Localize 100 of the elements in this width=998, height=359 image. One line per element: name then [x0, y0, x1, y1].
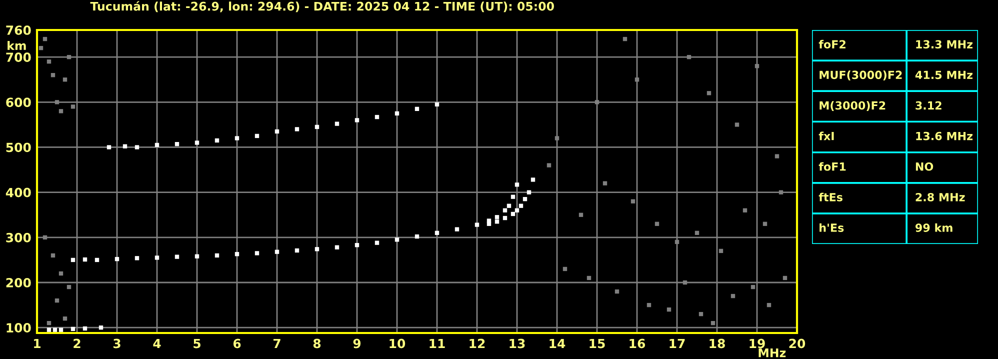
point	[754, 64, 760, 68]
point	[762, 222, 768, 226]
text: 2.8 MHz	[916, 192, 965, 202]
point	[522, 197, 528, 202]
point	[274, 250, 280, 254]
point	[602, 181, 608, 186]
point	[58, 109, 64, 114]
point	[506, 204, 512, 208]
point	[502, 216, 508, 220]
x-tick-label: 9	[353, 338, 361, 348]
point	[114, 256, 120, 262]
point	[454, 227, 460, 232]
point	[334, 122, 340, 126]
point	[70, 258, 76, 262]
point	[154, 256, 160, 260]
point	[254, 134, 260, 138]
x-tick-label: 7	[273, 338, 280, 348]
point	[38, 46, 44, 50]
point	[294, 248, 300, 253]
text: h'Es	[820, 223, 844, 232]
x-tick-label: 17	[670, 338, 685, 348]
text: 99 km	[915, 223, 952, 232]
text: M(3000)F2	[820, 101, 886, 111]
point	[546, 163, 552, 168]
point	[686, 54, 692, 60]
point	[214, 253, 220, 258]
point	[594, 100, 600, 104]
point	[314, 124, 320, 130]
y-tick-label: 700	[6, 52, 31, 62]
point	[586, 276, 592, 280]
point	[62, 78, 68, 82]
point	[554, 136, 560, 140]
point	[494, 220, 500, 224]
point	[50, 253, 56, 258]
x-axis-title: MHz	[758, 348, 786, 358]
point	[374, 240, 380, 245]
point	[194, 140, 200, 145]
point	[698, 312, 704, 316]
point	[434, 230, 440, 235]
point	[174, 142, 180, 146]
point	[50, 73, 56, 78]
point	[666, 307, 672, 312]
point	[254, 251, 260, 256]
point	[578, 212, 584, 217]
x-tick-label: 19	[750, 338, 765, 348]
text: ftEs	[818, 192, 842, 202]
point	[710, 320, 716, 326]
point	[730, 294, 736, 298]
point	[414, 234, 420, 239]
point	[122, 144, 128, 148]
chart-title: Tucumán (lat: -26.9, lon: 294.6) - DATE: 2025 04 12 - TIME (UT): 05:00	[90, 1, 554, 12]
point	[154, 142, 160, 148]
point	[66, 54, 72, 60]
point	[782, 276, 788, 280]
point	[766, 302, 772, 308]
point	[54, 298, 60, 303]
point	[82, 326, 88, 331]
x-tick-label: 14	[550, 338, 566, 348]
text: fxI	[818, 132, 834, 140]
point	[674, 240, 680, 244]
x-tick-label: 15	[590, 338, 605, 348]
point	[486, 222, 492, 226]
point	[630, 199, 636, 204]
point	[414, 106, 420, 111]
point	[334, 245, 340, 250]
x-tick-label: 6	[233, 338, 241, 348]
point	[778, 190, 784, 194]
text: foF2	[818, 40, 846, 49]
point	[622, 36, 628, 42]
point	[106, 145, 112, 150]
x-tick-label: 5	[194, 338, 200, 348]
point	[526, 190, 532, 194]
point	[750, 284, 756, 290]
point	[374, 114, 380, 120]
point	[394, 111, 400, 116]
x-tick-label: 2	[74, 338, 80, 348]
point	[134, 145, 140, 150]
point	[510, 194, 516, 199]
point	[706, 91, 712, 96]
point	[66, 284, 72, 290]
point	[502, 208, 508, 212]
text: 41.5 MHz	[915, 70, 972, 80]
point	[46, 320, 52, 326]
point	[514, 182, 520, 187]
point	[510, 212, 516, 216]
text: MUF(3000)F2	[820, 70, 902, 80]
point	[434, 102, 440, 106]
x-tick-label: 16	[630, 338, 646, 348]
point	[214, 138, 220, 143]
point	[494, 215, 500, 220]
point	[42, 36, 48, 42]
point	[354, 242, 360, 248]
point	[234, 136, 240, 140]
point	[682, 280, 688, 285]
x-tick-label: 11	[430, 338, 445, 348]
point	[394, 238, 400, 242]
point	[518, 204, 524, 208]
y-tick-label: 760	[6, 25, 31, 35]
point	[54, 100, 60, 104]
x-tick-label: 20	[789, 338, 806, 348]
